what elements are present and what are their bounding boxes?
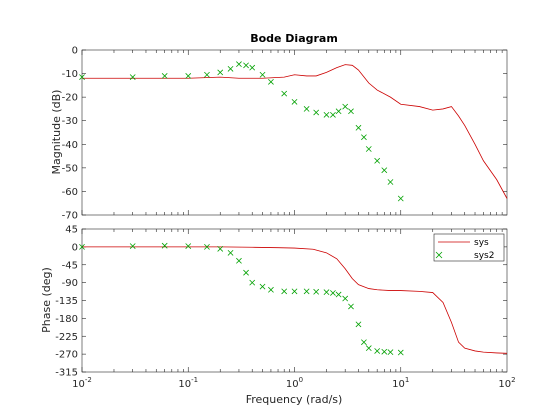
y-tick-label: 0 xyxy=(72,46,78,57)
series-point-sys2 xyxy=(79,243,85,250)
series-point-sys2 xyxy=(236,61,242,68)
legend: sys sys2 xyxy=(433,233,505,262)
magnitude-series-group xyxy=(79,61,508,202)
series-point-sys2 xyxy=(185,243,192,249)
series-point-sys2 xyxy=(387,349,394,356)
y-tick-label: -20 xyxy=(62,93,78,104)
magnitude-axes: 0 -10 -20 -30 -40 -50 -60 -70 Magnitude (dB) xyxy=(50,46,508,222)
series-point-sys2 xyxy=(291,98,298,105)
series-point-sys2 xyxy=(303,106,310,112)
legend-box xyxy=(433,233,505,262)
y-tick-label: -50 xyxy=(62,163,78,174)
series-point-sys2 xyxy=(348,108,354,115)
y-tick-label: -40 xyxy=(62,140,78,151)
series-point-sys2 xyxy=(361,134,367,141)
frequency-axis-label: Frequency (rad/s) xyxy=(246,393,343,406)
series-point-sys2 xyxy=(79,74,85,80)
series-point-sys2 xyxy=(291,288,298,295)
legend-sys2-label: sys2 xyxy=(474,251,494,261)
series-point-sys2 xyxy=(129,243,136,249)
y-tick-label: -90 xyxy=(62,278,78,289)
y-tick-label: -10 xyxy=(62,69,78,80)
y-tick-label: -60 xyxy=(62,187,78,198)
series-point-sys2 xyxy=(243,62,249,69)
series-point-sys2 xyxy=(243,269,249,276)
series-point-sys2 xyxy=(313,288,320,295)
y-tick-label: -70 xyxy=(62,211,78,222)
series-point-sys2 xyxy=(227,65,234,72)
series-point-sys2 xyxy=(268,78,274,85)
series-point-sys2 xyxy=(381,167,388,174)
chart-title: Bode Diagram xyxy=(250,32,338,45)
y-tick-label: 45 xyxy=(65,225,78,236)
series-point-sys2 xyxy=(355,124,362,131)
series-point-sys2 xyxy=(348,303,354,310)
series-point-sys2 xyxy=(185,73,192,79)
series-line-sys xyxy=(82,64,508,199)
series-point-sys2 xyxy=(204,71,210,78)
series-point-sys2 xyxy=(204,243,210,250)
magnitude-axis-label: Magnitude (dB) xyxy=(50,90,63,175)
series-point-sys2 xyxy=(259,283,266,290)
y-tick-label: -30 xyxy=(62,116,78,127)
series-point-sys2 xyxy=(365,345,372,352)
legend-sys2-marker xyxy=(435,251,443,259)
y-tick-label: -270 xyxy=(55,350,78,361)
phase-series-group xyxy=(79,242,508,356)
y-tick-label: -225 xyxy=(55,332,78,343)
series-point-sys2 xyxy=(335,108,342,115)
series-point-sys2 xyxy=(249,64,256,71)
series-point-sys2 xyxy=(330,111,336,118)
series-point-sys2 xyxy=(161,73,168,79)
y-tick-label: -180 xyxy=(55,314,78,325)
series-point-sys2 xyxy=(342,295,349,302)
series-point-sys2 xyxy=(161,242,168,249)
series-point-sys2 xyxy=(381,348,388,355)
series-point-sys2 xyxy=(323,289,330,296)
legend-sys-label: sys xyxy=(474,238,489,248)
series-point-sys2 xyxy=(330,290,336,296)
y-tick-label: -45 xyxy=(62,260,78,271)
series-point-sys2 xyxy=(397,195,404,202)
series-point-sys2 xyxy=(365,146,372,152)
series-point-sys2 xyxy=(217,69,224,76)
series-point-sys2 xyxy=(249,279,256,286)
series-point-sys2 xyxy=(303,288,310,295)
series-point-sys2 xyxy=(217,245,224,252)
series-point-sys2 xyxy=(361,339,367,346)
y-tick-label: -135 xyxy=(55,296,78,307)
series-point-sys2 xyxy=(387,179,394,185)
series-point-sys2 xyxy=(236,257,242,264)
series-point-sys2 xyxy=(129,74,136,80)
series-point-sys2 xyxy=(281,90,288,97)
series-point-sys2 xyxy=(342,103,349,110)
magnitude-tick-group: 0 -10 -20 -30 -40 -50 -60 -70 xyxy=(62,46,507,222)
series-point-sys2 xyxy=(355,321,362,328)
series-point-sys2 xyxy=(323,111,330,118)
y-tick-label: 0 xyxy=(72,242,78,253)
y-tick-label: -315 xyxy=(55,368,78,379)
magnitude-plot-area xyxy=(81,49,508,216)
series-point-sys2 xyxy=(268,286,274,293)
series-point-sys2 xyxy=(374,348,381,354)
series-point-sys2 xyxy=(313,109,320,116)
series-point-sys2 xyxy=(227,249,234,256)
phase-axis-label: Phase (deg) xyxy=(40,267,53,333)
series-point-sys2 xyxy=(374,157,381,164)
series-point-sys2 xyxy=(335,291,342,298)
series-line-sys xyxy=(82,246,508,354)
series-point-sys2 xyxy=(281,288,288,295)
series-point-sys2 xyxy=(397,349,404,356)
series-point-sys2 xyxy=(259,71,266,78)
